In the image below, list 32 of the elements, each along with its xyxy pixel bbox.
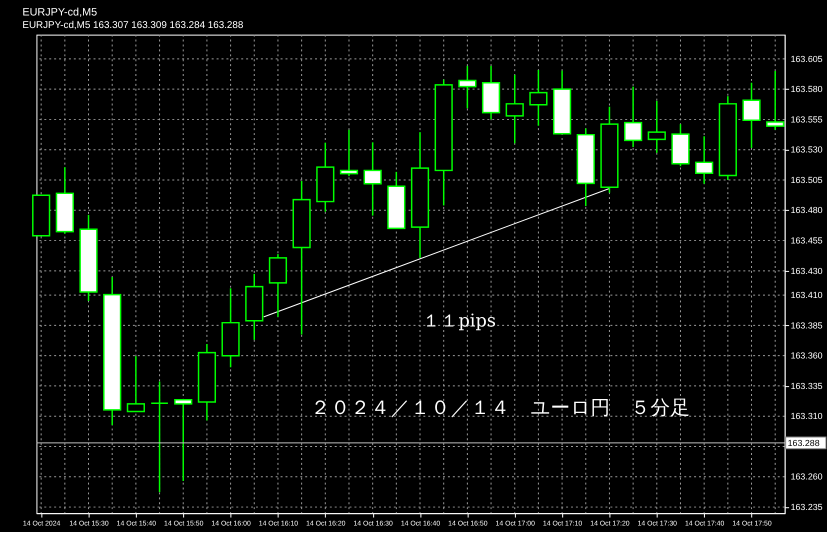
y-tick-label: 163.580 xyxy=(790,84,823,94)
y-tick-label: 163.335 xyxy=(790,380,823,391)
y-tick-label: 163.410 xyxy=(790,290,823,300)
chart-title: EURJPY-cd,M5 xyxy=(22,6,98,18)
candlestick xyxy=(648,100,666,154)
y-tick-label: 163.530 xyxy=(790,144,823,155)
candlestick xyxy=(695,136,714,184)
y-tick-label: 163.360 xyxy=(790,350,823,361)
candlestick xyxy=(126,355,145,412)
candlestick xyxy=(624,86,642,148)
y-tick-label: 163.385 xyxy=(790,320,823,330)
y-tick-label: 163.310 xyxy=(790,411,823,422)
annotation: ２０２４／１０／１４ ユーロ円 ５分足 xyxy=(310,396,690,419)
candlestick xyxy=(340,129,358,177)
candlestick xyxy=(458,65,476,110)
candlestick xyxy=(529,69,548,126)
candlestick xyxy=(742,82,761,149)
y-tick-label: 163.605 xyxy=(790,54,823,64)
y-tick-label: 163.455 xyxy=(790,236,823,246)
candlestick xyxy=(506,74,524,144)
y-tick-label: 163.555 xyxy=(790,114,823,124)
candlestick xyxy=(174,398,192,482)
candlestick xyxy=(150,380,169,493)
chart-subtitle: EURJPY-cd,M5 163.307 163.309 163.284 163.288 xyxy=(22,20,244,32)
annotation: １１pips xyxy=(422,312,496,332)
y-tick-label: 163.480 xyxy=(790,205,823,216)
y-tick-label: 163.430 xyxy=(790,266,823,276)
y-tick-label: 163.260 xyxy=(790,472,823,482)
y-tick-label: 163.235 xyxy=(790,502,823,512)
candlestick xyxy=(364,142,382,216)
ref-line-label: 163.288 xyxy=(788,438,820,448)
y-tick-label: 163.505 xyxy=(790,174,823,185)
